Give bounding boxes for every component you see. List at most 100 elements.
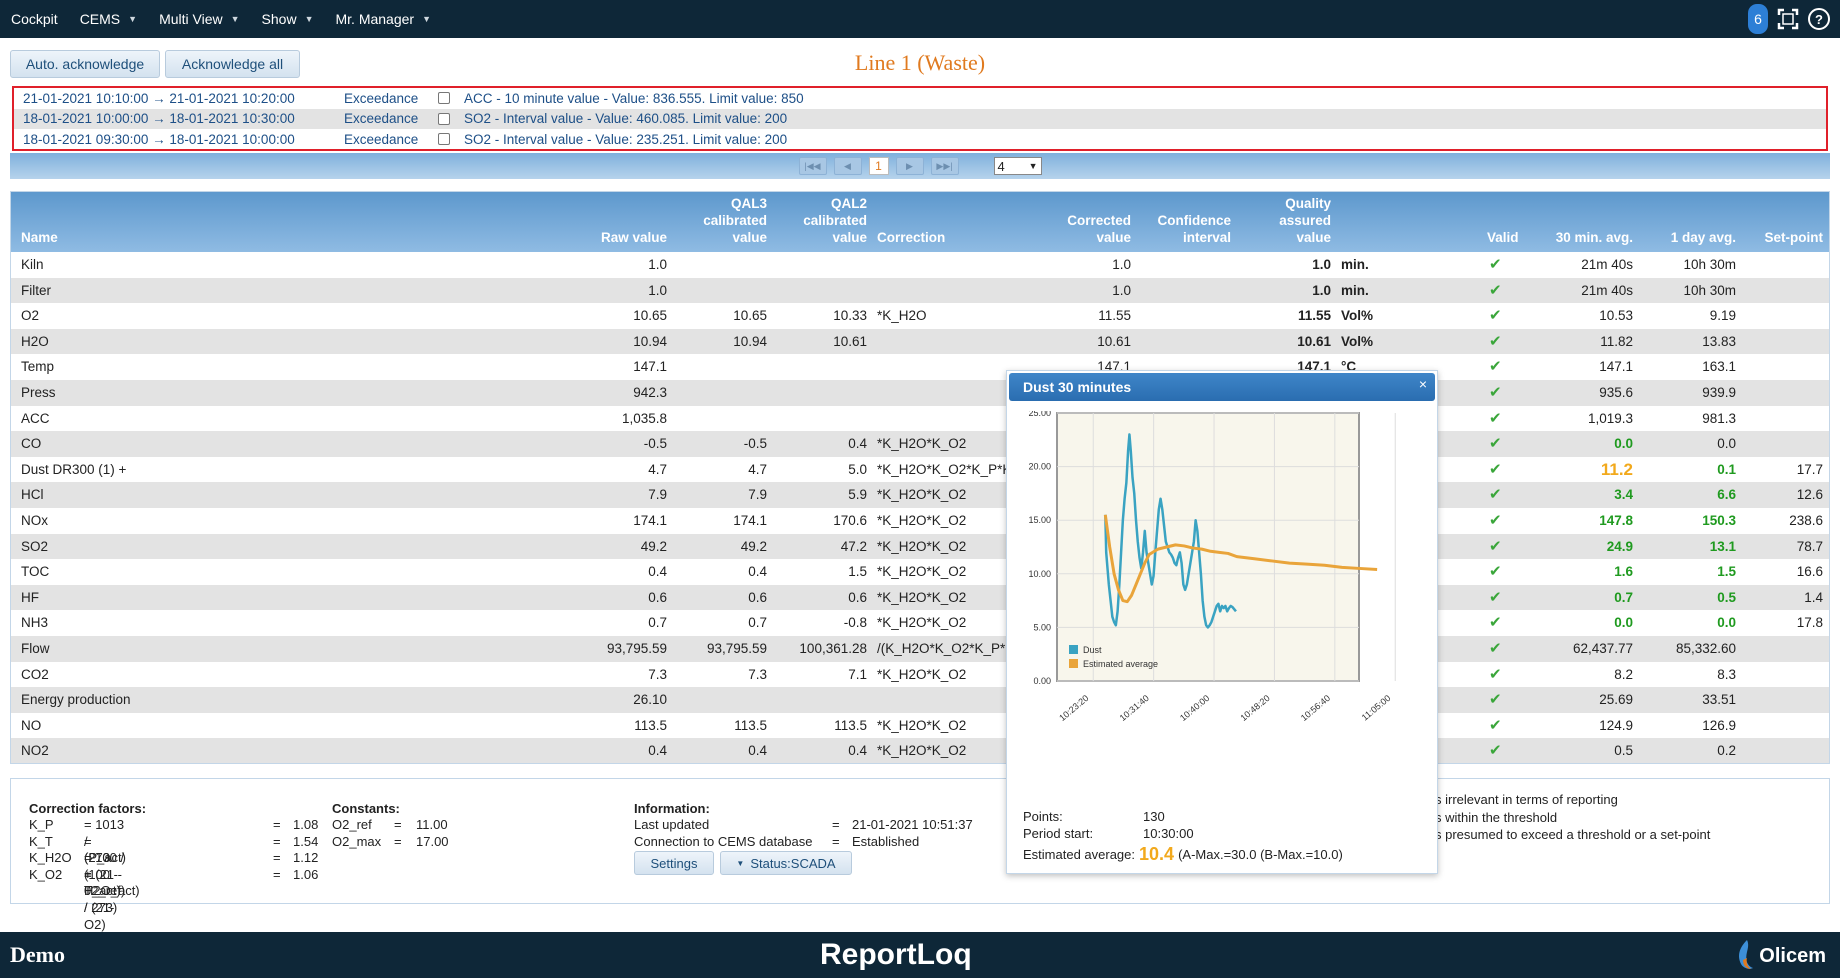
alarm-checkbox[interactable] — [438, 112, 450, 125]
table-row[interactable]: NOx 174.1 174.1 170.6 *K_H2O*K_O2 147.8 150.3 2… — [11, 508, 1829, 534]
table-row[interactable]: TOC 0.4 0.4 1.5 *K_H2O*K_O2 1.6 1.5 16.6 ✔ — [11, 559, 1829, 585]
cell-correction: *K_H2O*K_O2 — [877, 615, 967, 631]
settings-button[interactable]: Settings — [634, 851, 714, 875]
cell-qal2: 0.6 — [848, 589, 867, 605]
cell-raw: -0.5 — [643, 436, 667, 452]
table-row[interactable]: Filter 1.0 1.0 1.0 min. 21m 40s 10h 30m ✔ — [11, 277, 1829, 304]
col-confidence[interactable]: Confidence interval — [1157, 212, 1231, 246]
alarm-row[interactable]: 18-01-2021 09:30:00 → 18-01-2021 10:00:0… — [14, 129, 1826, 150]
table-row[interactable]: Press 942.3 935.6 939.9 ✔ — [11, 380, 1829, 406]
alarm-checkbox[interactable] — [438, 92, 450, 105]
factor-key: K_O2 — [29, 866, 63, 882]
menu-multi-view[interactable]: Multi View ▼ — [148, 0, 250, 38]
cell-raw: 0.7 — [648, 615, 667, 631]
table-row[interactable]: Kiln 1.0 1.0 1.0 min. 21m 40s 10h 30m ✔ — [11, 252, 1829, 278]
col-1day-avg[interactable]: 1 day avg. — [1670, 230, 1736, 245]
next-page-icon[interactable]: ▶ — [895, 157, 924, 175]
col-30min-avg[interactable]: 30 min. avg. — [1555, 230, 1633, 245]
cell-qal3: 113.5 — [734, 717, 767, 733]
close-icon[interactable]: × — [1418, 376, 1427, 392]
table-row[interactable]: NO 113.5 113.5 113.5 *K_H2O*K_O2 124.9 126.9 ✔ — [11, 713, 1829, 739]
menu-cockpit[interactable]: Cockpit — [0, 0, 69, 38]
cell-avg1d: 6.6 — [1717, 487, 1736, 503]
cell-name: H2O — [21, 333, 49, 349]
last-page-icon[interactable]: ▶▶| — [930, 157, 959, 175]
table-row[interactable]: SO2 49.2 49.2 47.2 *K_H2O*K_O2 24.9 13.1 78.7 ✔ — [11, 533, 1829, 560]
est-label: Estimated average: — [1023, 846, 1136, 862]
alarm-row[interactable]: 21-01-2021 10:10:00 → 21-01-2021 10:20:0… — [14, 88, 1826, 109]
first-page-icon[interactable]: |◀◀ — [798, 157, 827, 175]
valid-check-icon: ✔ — [1489, 281, 1502, 299]
alarm-message: ACC - 10 minute value - Value: 836.555. … — [464, 90, 804, 106]
cell-qal2: 170.6 — [833, 513, 867, 528]
col-correction[interactable]: Correction — [877, 230, 946, 245]
auto-acknowledge-button[interactable]: Auto. acknowledge — [10, 50, 160, 78]
table-row[interactable]: O2 10.65 10.65 10.33 *K_H2O 11.55 11.55 Vol% 10.… — [11, 303, 1829, 329]
menu-cems[interactable]: CEMS ▼ — [69, 0, 148, 38]
cell-qal3: 10.94 — [733, 333, 767, 349]
acknowledge-all-button[interactable]: Acknowledge all — [165, 50, 300, 78]
factor-value: 1.12 — [293, 850, 319, 866]
page-size-select[interactable]: 4 ▼ — [993, 157, 1042, 175]
help-icon[interactable]: ? — [1808, 8, 1830, 30]
col-corrected[interactable]: Corrected value — [1067, 212, 1131, 246]
col-quality-assured[interactable]: Quality assured value — [1279, 195, 1331, 246]
alarm-checkbox[interactable] — [438, 133, 450, 146]
cell-avg30: 11.82 — [1600, 333, 1633, 349]
col-corrected-line: value — [1096, 230, 1131, 245]
cell-qal2: 5.9 — [848, 487, 867, 503]
cell-avg1d: 33.51 — [1702, 692, 1736, 708]
table-row[interactable]: Temp 147.1 147.1 147.1 °C 147.1 163.1 ✔ — [11, 354, 1829, 380]
col-setpoint[interactable]: Set-point — [1764, 230, 1824, 245]
menu-show[interactable]: Show ▼ — [251, 0, 325, 38]
table-row[interactable]: NO2 0.4 0.4 0.4 *K_H2O*K_O2 0.5 0.2 ✔ — [11, 738, 1829, 763]
col-qal2[interactable]: QAL2 calibrated value — [803, 195, 867, 246]
table-row[interactable]: CO -0.5 -0.5 0.4 *K_H2O*K_O2 0.0 0.0 ✔ — [11, 431, 1829, 457]
factor-eq: = — [273, 850, 281, 866]
col-name[interactable]: Name — [21, 230, 58, 245]
table-row[interactable]: Flow 93,795.59 93,795.59 100,361.28 /(K_H2O*… — [11, 636, 1829, 662]
period-label: Period start: — [1023, 826, 1094, 841]
cell-raw: 7.9 — [648, 487, 667, 503]
factor-key: K_P — [29, 817, 54, 832]
cell-setpoint: 12.6 — [1796, 487, 1823, 503]
cell-avg30: 147.1 — [1599, 359, 1633, 375]
cell-correction: *K_H2O*K_O2 — [877, 487, 967, 503]
menu-label: Show — [261, 11, 297, 27]
notification-badge[interactable]: 6 — [1748, 4, 1768, 34]
table-row[interactable]: H2O 10.94 10.94 10.61 10.61 10.61 Vol% 11.82 13.… — [11, 328, 1829, 355]
table-row[interactable]: NH3 0.7 0.7 -0.8 *K_H2O*K_O2 0.0 0.0 17.8 ✔ — [11, 610, 1829, 636]
table-row[interactable]: HF 0.6 0.6 0.6 *K_H2O*K_O2 0.7 0.5 1.4 ✔ — [11, 584, 1829, 611]
col-raw-value[interactable]: Raw value — [600, 230, 667, 245]
information-list: Last updated = 21-01-2021 10:51:37 Connect… — [634, 817, 1014, 850]
prev-page-icon[interactable]: ◀ — [833, 157, 862, 175]
x-tick-label: 10:56:40 — [1299, 693, 1332, 723]
menu-label: CEMS — [79, 11, 121, 27]
valid-check-icon: ✔ — [1489, 742, 1502, 760]
info-value: 21-01-2021 10:51:37 — [852, 817, 973, 832]
cell-correction: *K_H2O*K_O2 — [877, 436, 967, 452]
valid-check-icon: ✔ — [1489, 358, 1502, 376]
col-qal3[interactable]: QAL3 calibrated value — [703, 195, 767, 246]
cell-name: NO2 — [21, 743, 49, 759]
popup-header[interactable]: Dust 30 minutes — [1009, 373, 1435, 401]
cell-setpoint: 1.4 — [1804, 589, 1823, 605]
status-button[interactable]: ▼ Status:SCADA — [720, 851, 852, 875]
fullscreen-icon[interactable] — [1776, 7, 1800, 31]
est-extra: (A-Max.=30.0 (B-Max.=10.0) — [1178, 846, 1343, 862]
table-row[interactable]: ACC 1,035.8 1,019.3 981.3 ✔ — [11, 406, 1829, 432]
page-size-value: 4 — [997, 158, 1005, 174]
cell-name: NH3 — [21, 615, 49, 631]
col-valid[interactable]: Valid — [1487, 230, 1519, 245]
cell-qal2: -0.8 — [843, 615, 867, 631]
factor-formula: = (21 - 02_ref) / (21-O2) — [84, 866, 126, 932]
table-row[interactable]: Dust DR300 (1) + 4.7 4.7 5.0 *K_H2O*K_O2*K_P… — [11, 457, 1829, 483]
table-row[interactable]: Energy production 26.10 25.69 33.51 ✔ — [11, 687, 1829, 713]
table-row[interactable]: CO2 7.3 7.3 7.1 *K_H2O*K_O2 8.2 8.3 ✔ — [11, 662, 1829, 688]
table-row[interactable]: HCl 7.9 7.9 5.9 *K_H2O*K_O2 3.4 6.6 12.6 ✔ — [11, 482, 1829, 508]
current-page[interactable]: 1 — [868, 157, 889, 175]
menu-user[interactable]: Mr. Manager ▼ — [324, 0, 442, 38]
est-value: 10.4 — [1139, 843, 1175, 864]
alarm-kind: Exceedance — [344, 131, 419, 147]
alarm-row[interactable]: 18-01-2021 10:00:00 → 18-01-2021 10:30:0… — [14, 108, 1826, 129]
